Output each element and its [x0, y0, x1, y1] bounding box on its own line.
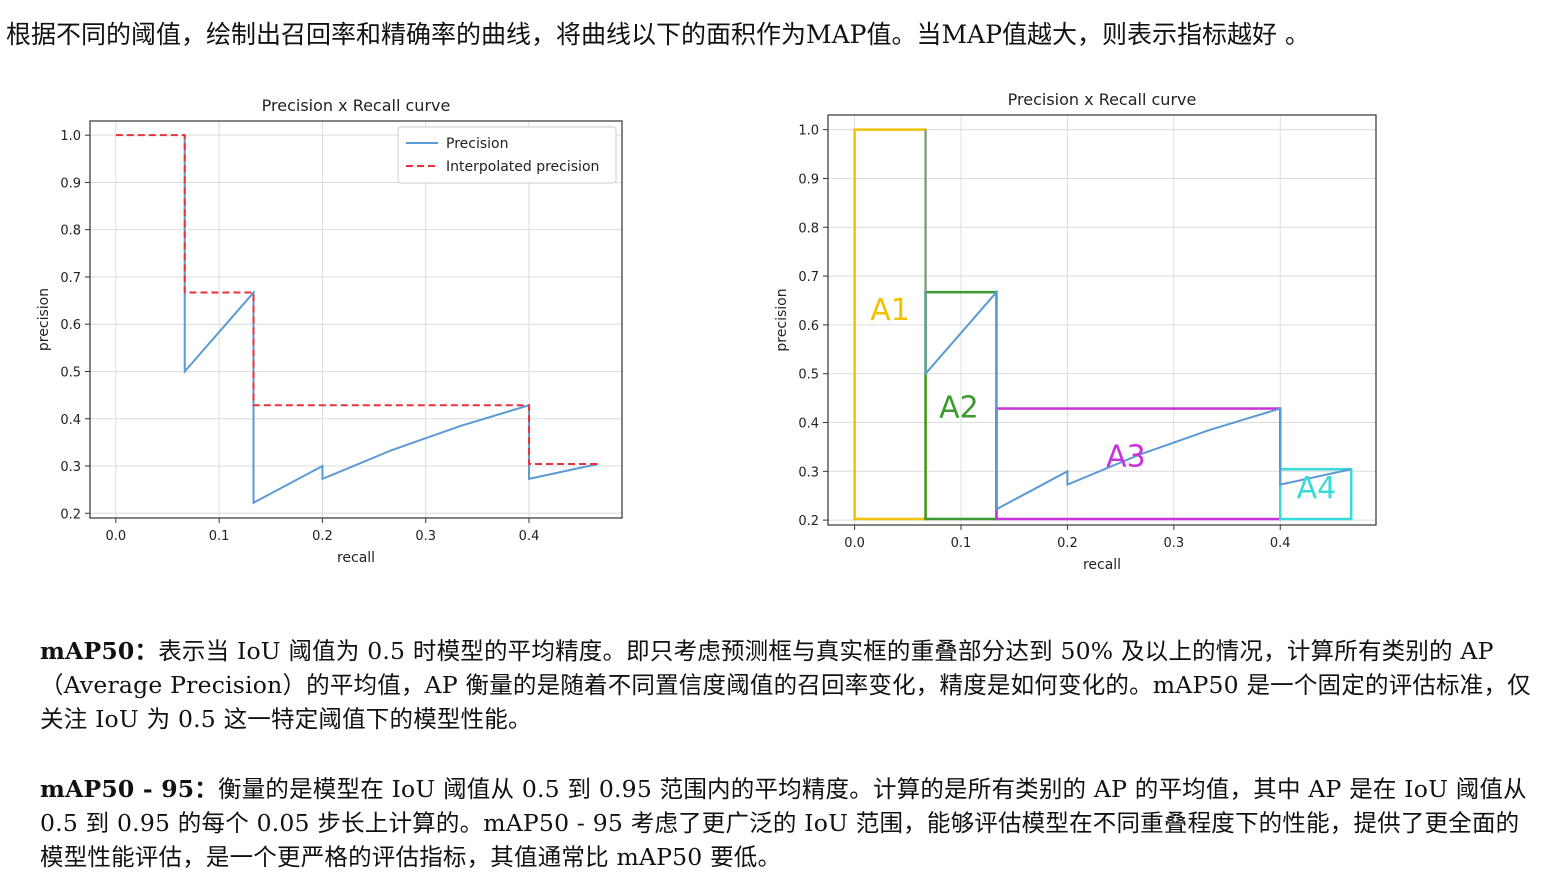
map50-paragraph: mAP50：表示当 IoU 阈值为 0.5 时模型的平均精度。即只考虑预测框与真… — [40, 634, 1540, 736]
map50-95-description: 衡量的是模型在 IoU 阈值从 0.5 到 0.95 范围内的平均精度。计算的是… — [40, 775, 1527, 871]
right-chart-ytick-label: 1.0 — [798, 124, 819, 139]
right-chart-area-label-a1: A1 — [870, 293, 910, 328]
left-chart-legend-label: Precision — [446, 136, 508, 152]
right-chart-xtick-label: 0.0 — [844, 536, 865, 551]
map50-95-term: mAP50 - 95： — [40, 775, 218, 803]
right-chart-ytick-label: 0.4 — [798, 417, 819, 432]
map50-term: mAP50： — [40, 637, 159, 665]
left-chart-series-precision — [183, 135, 599, 505]
left-chart-ytick-label: 0.8 — [60, 224, 81, 239]
right-chart-xtick-label: 0.3 — [1163, 536, 1184, 551]
left-chart-xtick-label: 0.2 — [312, 529, 333, 544]
right-chart-title: Precision x Recall curve — [1008, 90, 1197, 109]
right-chart-xtick-label: 0.4 — [1270, 536, 1291, 551]
left-chart-ylabel: precision — [36, 288, 52, 351]
right-chart-xtick-label: 0.2 — [1057, 536, 1078, 551]
right-chart-ylabel: precision — [774, 288, 790, 351]
right-chart-xtick-label: 0.1 — [951, 536, 972, 551]
left-chart-legend — [397, 126, 617, 184]
right-chart-area-label-a3: A3 — [1106, 439, 1146, 474]
left-chart-ytick-label: 1.0 — [60, 129, 81, 144]
left-chart-ytick-label: 0.9 — [60, 176, 81, 191]
right-chart-axes-frame — [827, 114, 1377, 526]
left-chart-title: Precision x Recall curve — [262, 96, 451, 115]
left-chart-series-interpolated-precision — [115, 134, 598, 465]
right-chart-ytick-label: 0.8 — [798, 221, 819, 236]
left-chart-ytick-label: 0.2 — [60, 507, 81, 522]
left-chart-ytick-label: 0.6 — [60, 318, 81, 333]
right-chart-series-precision — [924, 129, 1352, 511]
intro-text: 根据不同的阈值，绘制出召回率和精确率的曲线，将曲线以下的面积作为MAP值。当MA… — [6, 20, 1310, 49]
left-chart-xtick-label: 0.3 — [415, 529, 436, 544]
left-chart-axes-frame — [89, 120, 623, 519]
left-chart-ytick-label: 0.4 — [60, 413, 81, 428]
right-chart-xlabel: recall — [1083, 557, 1121, 573]
right-chart-ytick-label: 0.9 — [798, 172, 819, 187]
left-chart-xtick-label: 0.4 — [519, 529, 540, 544]
right-chart-area-label-a2: A2 — [939, 391, 979, 426]
left-chart-ytick-label: 0.3 — [60, 460, 81, 475]
right-chart-ytick-label: 0.6 — [798, 319, 819, 334]
pr-curve-chart-right: A1 A2 A3 A4 0.0 0.1 0.2 0.3 0.4 0.2 0.3 0.4 0.5 0.6 0.… — [774, 90, 1377, 573]
right-chart-area-label-a4: A4 — [1297, 471, 1337, 506]
left-chart-legend-label: Interpolated precision — [446, 159, 599, 175]
left-chart-xtick-label: 0.0 — [105, 529, 126, 544]
pr-curve-chart-left: 0.0 0.1 0.2 0.3 0.4 0.2 0.3 0.4 0.5 0.6 0.7 0.8 0.9 1… — [36, 96, 623, 566]
right-chart-ytick-label: 0.5 — [798, 368, 819, 383]
right-chart-ytick-label: 0.7 — [798, 270, 819, 285]
left-chart-ytick-label: 0.7 — [60, 271, 81, 286]
left-chart-ytick-label: 0.5 — [60, 365, 81, 380]
right-chart-ytick-label: 0.3 — [798, 465, 819, 480]
right-chart-area-a4 — [1278, 467, 1353, 521]
map50-95-paragraph: mAP50 - 95：衡量的是模型在 IoU 阈值从 0.5 到 0.95 范围… — [40, 772, 1540, 874]
left-chart-xlabel: recall — [337, 550, 375, 566]
left-chart-xtick-label: 0.1 — [209, 529, 230, 544]
right-chart-ytick-label: 0.2 — [798, 514, 819, 529]
map50-description: 表示当 IoU 阈值为 0.5 时模型的平均精度。即只考虑预测框与真实框的重叠部… — [40, 637, 1531, 733]
